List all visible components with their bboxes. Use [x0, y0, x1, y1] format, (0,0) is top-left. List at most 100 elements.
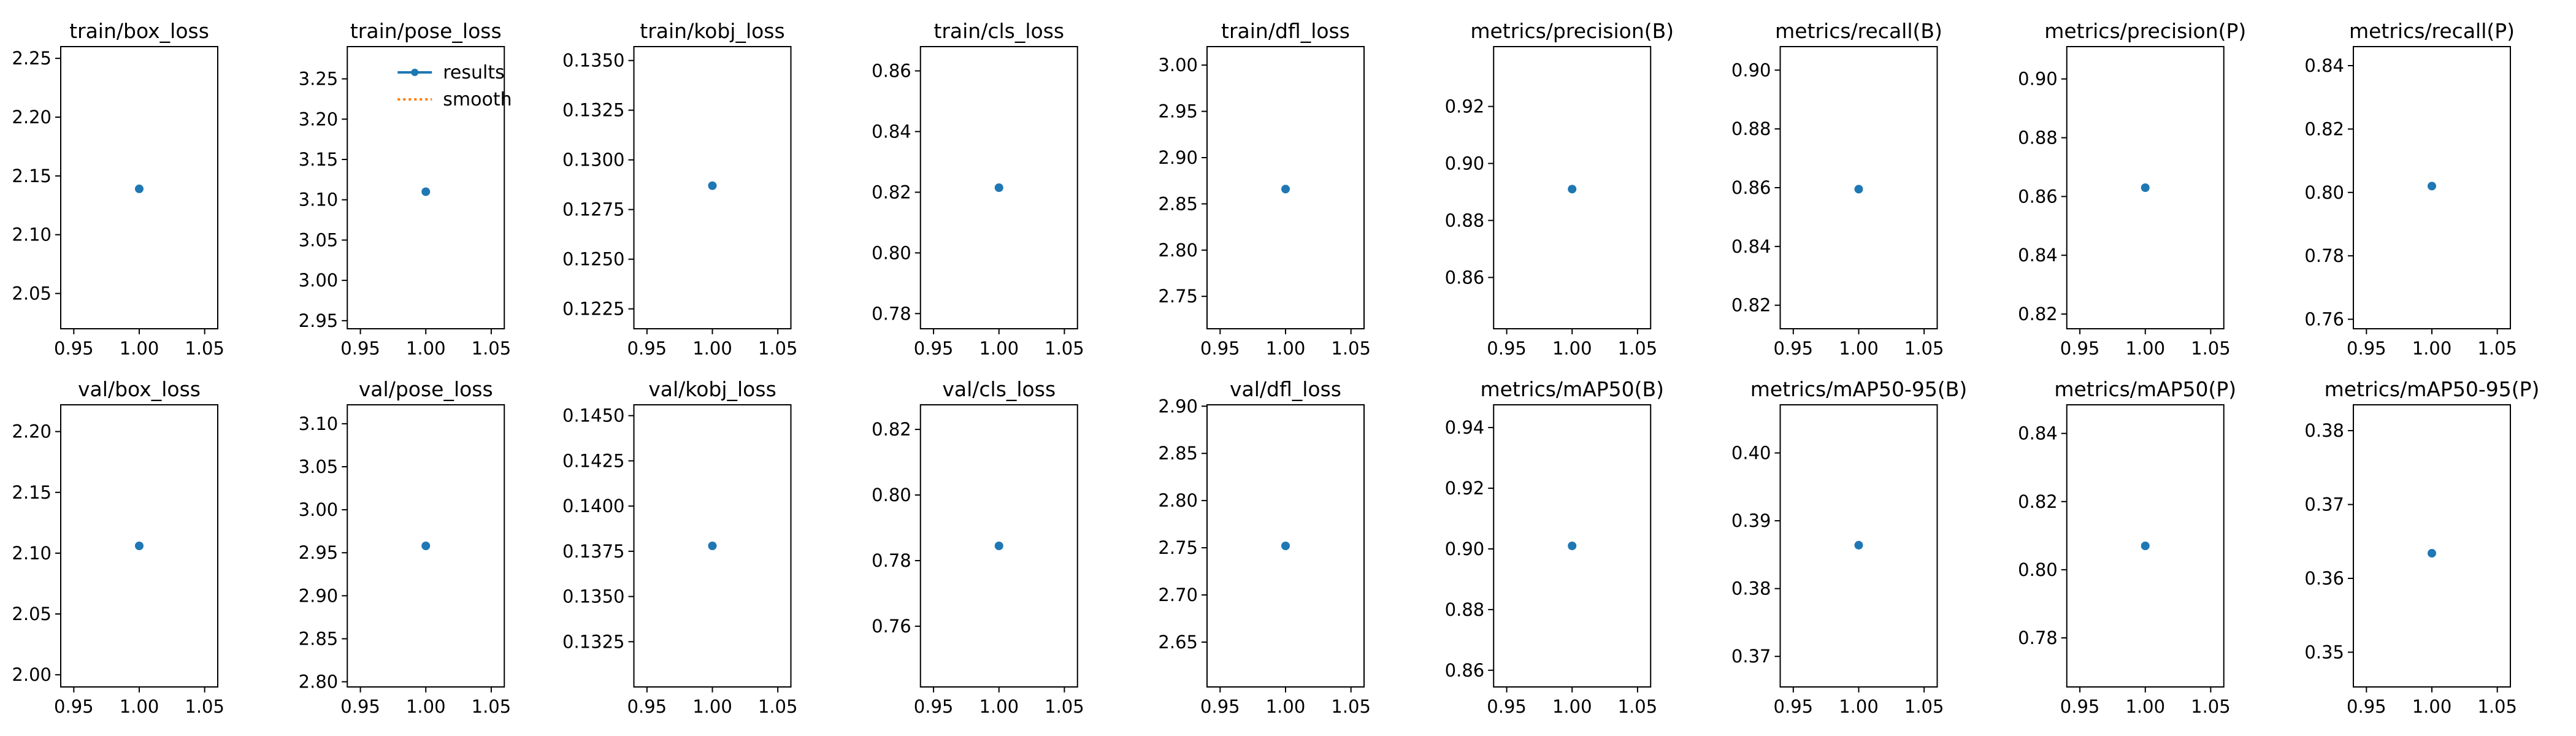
- data-point: [994, 542, 1003, 550]
- y-tick-label: 0.35: [2304, 642, 2344, 662]
- x-tick-label: 1.00: [1839, 338, 1879, 359]
- subplot: val/dfl_loss 0.95 1.00 1.05 2.65 2.70 2.75 2.80…: [1158, 377, 1371, 717]
- y-tick-label: 0.38: [2304, 420, 2344, 441]
- y-tick-label: 0.1450: [562, 405, 624, 426]
- data-point: [2428, 549, 2436, 558]
- x-tick-label: 1.05: [472, 696, 512, 717]
- y-tick-label: 0.1425: [562, 450, 624, 471]
- x-tick-label: 1.05: [2191, 696, 2231, 717]
- axes-frame: [2353, 404, 2511, 688]
- x-tick-label: 1.00: [1839, 696, 1879, 717]
- y-tick-label: 3.00: [299, 270, 339, 291]
- y-tick-label: 2.80: [1158, 240, 1198, 261]
- subplot-title: train/kobj_loss: [640, 19, 784, 43]
- y-tick-label: 0.80: [2304, 182, 2344, 203]
- y-tick-label: 0.84: [1731, 236, 1771, 257]
- x-tick-label: 1.05: [1331, 696, 1371, 717]
- subplot: metrics/recall(P) 0.95 1.00 1.05 0.76 0.78 0.8…: [2304, 19, 2517, 359]
- subplot: train/kobj_loss 0.95 1.00 1.05 0.1225 0.1250 0…: [562, 19, 797, 359]
- y-tick-label: 0.36: [2304, 568, 2344, 589]
- y-tick-label: 3.20: [299, 109, 339, 129]
- x-tick-label: 0.95: [627, 696, 667, 717]
- y-tick-label: 0.1350: [562, 50, 624, 71]
- x-tick-label: 1.00: [979, 338, 1019, 359]
- legend-label: smooth: [443, 89, 512, 110]
- x-tick-label: 1.00: [979, 696, 1019, 717]
- y-tick-label: 2.05: [12, 283, 52, 304]
- x-tick-label: 1.05: [1904, 338, 1944, 359]
- y-tick-label: 2.95: [299, 310, 339, 331]
- subplot-title: val/kobj_loss: [648, 377, 776, 401]
- y-tick-label: 0.80: [872, 242, 911, 263]
- data-point: [1854, 185, 1863, 194]
- y-tick-label: 0.84: [2018, 423, 2058, 444]
- y-tick-label: 2.90: [299, 585, 339, 606]
- subplot-title: metrics/mAP50(P): [2054, 377, 2236, 401]
- x-tick-label: 1.00: [406, 338, 446, 359]
- y-tick-label: 0.1350: [562, 586, 624, 607]
- y-tick-label: 3.05: [299, 456, 339, 477]
- x-tick-label: 0.95: [1487, 696, 1527, 717]
- y-tick-label: 2.05: [12, 604, 52, 624]
- x-tick-label: 0.95: [1200, 696, 1240, 717]
- x-tick-label: 1.05: [1045, 696, 1084, 717]
- x-tick-label: 1.05: [2191, 338, 2231, 359]
- y-tick-label: 0.84: [2304, 55, 2344, 76]
- y-tick-label: 2.75: [1158, 286, 1198, 307]
- x-tick-label: 1.05: [758, 338, 798, 359]
- y-tick-label: 2.25: [12, 48, 52, 69]
- x-tick-label: 0.95: [1774, 696, 1814, 717]
- data-point: [1568, 185, 1577, 194]
- y-tick-label: 2.85: [1158, 443, 1198, 464]
- x-tick-label: 1.05: [472, 338, 512, 359]
- y-tick-label: 0.78: [872, 303, 911, 324]
- y-tick-label: 2.90: [1158, 396, 1198, 416]
- y-tick-label: 0.38: [1731, 578, 1771, 599]
- data-point: [708, 181, 717, 190]
- x-tick-label: 0.95: [914, 696, 954, 717]
- data-point: [708, 542, 717, 550]
- y-tick-label: 2.10: [12, 224, 52, 245]
- subplot: train/box_loss 0.95 1.00 1.05 2.05 2.10 2.15 2.…: [12, 19, 224, 359]
- x-tick-label: 1.05: [1331, 338, 1371, 359]
- y-tick-label: 3.00: [1158, 55, 1198, 75]
- y-tick-label: 2.75: [1158, 537, 1198, 558]
- y-tick-label: 0.88: [1445, 210, 1485, 231]
- subplot-title: train/pose_loss: [350, 19, 502, 43]
- y-tick-label: 0.82: [872, 182, 911, 202]
- y-tick-label: 3.00: [299, 499, 339, 520]
- data-point: [421, 187, 431, 196]
- data-point: [994, 183, 1003, 192]
- x-tick-label: 1.00: [2412, 696, 2452, 717]
- data-point: [1281, 185, 1290, 194]
- subplot-title: metrics/mAP50-95(B): [1750, 377, 1967, 401]
- y-tick-label: 0.86: [2018, 186, 2058, 207]
- x-tick-label: 1.00: [120, 696, 159, 717]
- y-tick-label: 0.1325: [562, 100, 624, 121]
- subplot: metrics/precision(P) 0.95 1.00 1.05 0.82 0.84…: [2018, 19, 2246, 359]
- subplot: val/box_loss 0.95 1.00 1.05 2.00 2.05 2.10 2.15…: [12, 377, 224, 717]
- subplot-title: val/box_loss: [78, 377, 201, 401]
- subplot-title: val/dfl_loss: [1230, 377, 1341, 401]
- x-tick-label: 0.95: [627, 338, 667, 359]
- x-tick-label: 0.95: [54, 696, 94, 717]
- y-tick-label: 2.15: [12, 166, 52, 186]
- y-tick-label: 2.15: [12, 482, 52, 503]
- subplot: train/dfl_loss 0.95 1.00 1.05 2.75 2.80 2.85 2.…: [1158, 19, 1371, 359]
- x-tick-label: 1.00: [1552, 338, 1592, 359]
- y-tick-label: 0.86: [1731, 177, 1771, 198]
- y-tick-label: 2.80: [299, 672, 339, 692]
- y-tick-label: 3.10: [299, 190, 339, 210]
- y-tick-label: 0.82: [2304, 118, 2344, 139]
- x-tick-label: 0.95: [1200, 338, 1240, 359]
- subplot: metrics/recall(B) 0.95 1.00 1.05 0.82 0.84 0.8…: [1731, 19, 1944, 359]
- subplot-title: val/pose_loss: [359, 377, 493, 401]
- y-tick-label: 2.10: [12, 543, 52, 564]
- x-tick-label: 1.00: [1552, 696, 1592, 717]
- y-tick-label: 0.78: [2304, 245, 2344, 266]
- y-tick-label: 0.86: [872, 61, 911, 82]
- x-tick-label: 0.95: [1774, 338, 1814, 359]
- x-tick-label: 1.05: [758, 696, 798, 717]
- subplot: val/kobj_loss 0.95 1.00 1.05 0.1325 0.1350 0.1…: [562, 377, 797, 717]
- y-tick-label: 0.90: [2018, 69, 2058, 90]
